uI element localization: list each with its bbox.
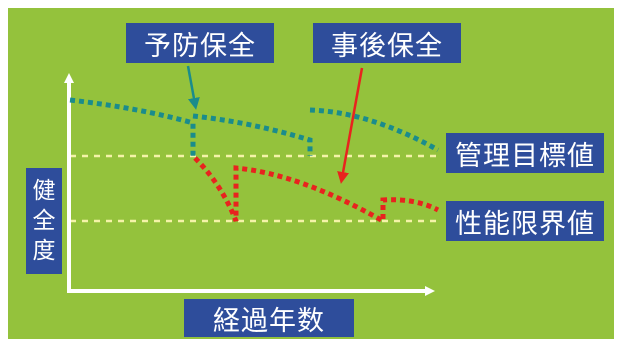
preventive-pointer-arrow — [186, 65, 200, 110]
preventive-maintenance-curve — [69, 97, 440, 156]
target-value-label: 管理目標値 — [446, 133, 604, 173]
corrective-pointer-arrow — [337, 67, 364, 184]
diagram-panel — [8, 8, 614, 339]
y-axis-char-1: 健 — [32, 178, 56, 204]
preventive-maintenance-label: 予防保全 — [126, 23, 274, 63]
corrective-maintenance-curve — [193, 156, 440, 226]
x-axis-label: 経過年数 — [184, 299, 354, 337]
corrective-maintenance-label: 事後保全 — [313, 23, 461, 63]
y-axis-label: 健 全 度 — [26, 168, 62, 274]
limit-value-label: 性能限界値 — [446, 201, 604, 241]
y-axis-char-3: 度 — [32, 238, 56, 264]
y-axis-char-2: 全 — [32, 208, 56, 234]
